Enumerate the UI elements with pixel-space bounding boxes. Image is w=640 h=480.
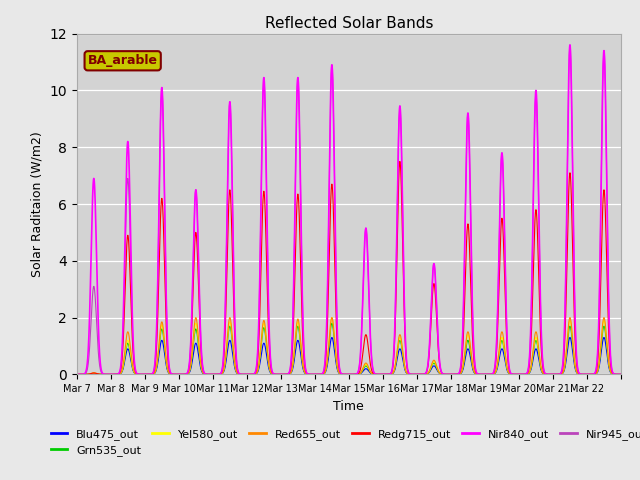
Red655_out bbox=[419, 372, 426, 377]
Redg715_out bbox=[419, 372, 426, 377]
Red655_out bbox=[617, 372, 625, 377]
Redg715_out bbox=[73, 372, 81, 377]
Nir945_out bbox=[73, 372, 81, 377]
Yel580_out bbox=[617, 372, 625, 377]
Red655_out bbox=[192, 315, 200, 321]
Red655_out bbox=[184, 371, 192, 376]
Line: Nir945_out: Nir945_out bbox=[77, 45, 621, 374]
Blu475_out bbox=[534, 351, 541, 357]
Text: BA_arable: BA_arable bbox=[88, 54, 157, 67]
Y-axis label: Solar Raditaion (W/m2): Solar Raditaion (W/m2) bbox=[31, 131, 44, 277]
Blu475_out bbox=[617, 372, 625, 377]
Redg715_out bbox=[467, 275, 474, 280]
Yel580_out bbox=[467, 346, 474, 352]
Nir840_out bbox=[184, 368, 192, 374]
Nir840_out bbox=[611, 372, 619, 377]
Grn535_out bbox=[328, 321, 336, 326]
Legend: Blu475_out, Grn535_out, Yel580_out, Red655_out, Redg715_out, Nir840_out, Nir945_: Blu475_out, Grn535_out, Yel580_out, Red6… bbox=[46, 424, 640, 460]
Blu475_out bbox=[73, 372, 81, 377]
Grn535_out bbox=[184, 371, 192, 376]
Red655_out bbox=[501, 350, 509, 356]
Line: Redg715_out: Redg715_out bbox=[77, 161, 621, 374]
Nir945_out bbox=[467, 193, 474, 199]
Grn535_out bbox=[534, 345, 541, 350]
Nir945_out bbox=[184, 368, 192, 374]
Yel580_out bbox=[501, 353, 509, 359]
Blu475_out bbox=[328, 335, 336, 340]
Nir945_out bbox=[566, 42, 574, 48]
Yel580_out bbox=[184, 371, 192, 376]
Blu475_out bbox=[501, 359, 509, 365]
Redg715_out bbox=[611, 372, 619, 377]
Blu475_out bbox=[467, 355, 474, 361]
Redg715_out bbox=[396, 158, 404, 164]
Grn535_out bbox=[501, 355, 509, 360]
Redg715_out bbox=[501, 294, 509, 300]
Nir840_out bbox=[617, 372, 625, 377]
Grn535_out bbox=[467, 349, 474, 355]
Grn535_out bbox=[73, 372, 81, 377]
Line: Nir840_out: Nir840_out bbox=[77, 45, 621, 374]
Title: Reflected Solar Bands: Reflected Solar Bands bbox=[264, 16, 433, 31]
Grn535_out bbox=[611, 372, 619, 377]
Redg715_out bbox=[617, 372, 625, 377]
Red655_out bbox=[534, 338, 541, 344]
Nir840_out bbox=[566, 42, 574, 48]
Yel580_out bbox=[419, 372, 426, 377]
Red655_out bbox=[467, 344, 474, 350]
Yel580_out bbox=[534, 342, 541, 348]
Nir840_out bbox=[534, 147, 541, 153]
Nir945_out bbox=[419, 372, 426, 377]
Yel580_out bbox=[611, 372, 619, 377]
Line: Blu475_out: Blu475_out bbox=[77, 337, 621, 374]
Red655_out bbox=[611, 372, 619, 377]
Blu475_out bbox=[611, 372, 619, 377]
X-axis label: Time: Time bbox=[333, 400, 364, 413]
Nir840_out bbox=[73, 372, 81, 377]
Blu475_out bbox=[184, 371, 192, 377]
Nir840_out bbox=[419, 372, 426, 377]
Red655_out bbox=[73, 372, 81, 377]
Redg715_out bbox=[534, 241, 541, 247]
Nir945_out bbox=[534, 140, 541, 146]
Redg715_out bbox=[184, 369, 192, 374]
Nir840_out bbox=[501, 262, 509, 268]
Line: Yel580_out: Yel580_out bbox=[77, 318, 621, 374]
Yel580_out bbox=[328, 315, 336, 321]
Nir945_out bbox=[611, 372, 619, 377]
Nir840_out bbox=[413, 372, 420, 377]
Grn535_out bbox=[419, 372, 426, 377]
Blu475_out bbox=[419, 372, 426, 377]
Line: Red655_out: Red655_out bbox=[77, 318, 621, 374]
Nir945_out bbox=[501, 254, 509, 260]
Nir945_out bbox=[617, 372, 625, 377]
Yel580_out bbox=[73, 372, 81, 377]
Nir840_out bbox=[467, 203, 474, 209]
Line: Grn535_out: Grn535_out bbox=[77, 324, 621, 374]
Grn535_out bbox=[617, 372, 625, 377]
